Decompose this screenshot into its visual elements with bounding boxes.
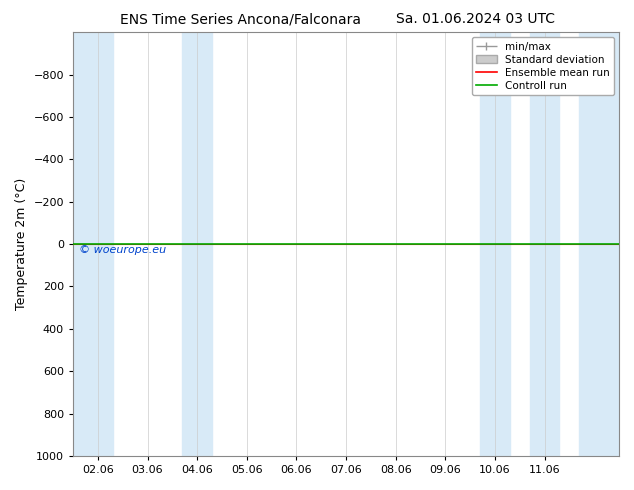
Legend: min/max, Standard deviation, Ensemble mean run, Controll run: min/max, Standard deviation, Ensemble me…: [472, 37, 614, 95]
Bar: [529, 32, 559, 456]
Bar: [579, 32, 619, 456]
Text: Sa. 01.06.2024 03 UTC: Sa. 01.06.2024 03 UTC: [396, 12, 555, 26]
Bar: [182, 32, 212, 456]
Text: © woeurope.eu: © woeurope.eu: [79, 245, 165, 255]
Y-axis label: Temperature 2m (°C): Temperature 2m (°C): [15, 178, 28, 310]
Text: ENS Time Series Ancona/Falconara: ENS Time Series Ancona/Falconara: [120, 12, 361, 26]
Bar: [73, 32, 113, 456]
Bar: [480, 32, 510, 456]
